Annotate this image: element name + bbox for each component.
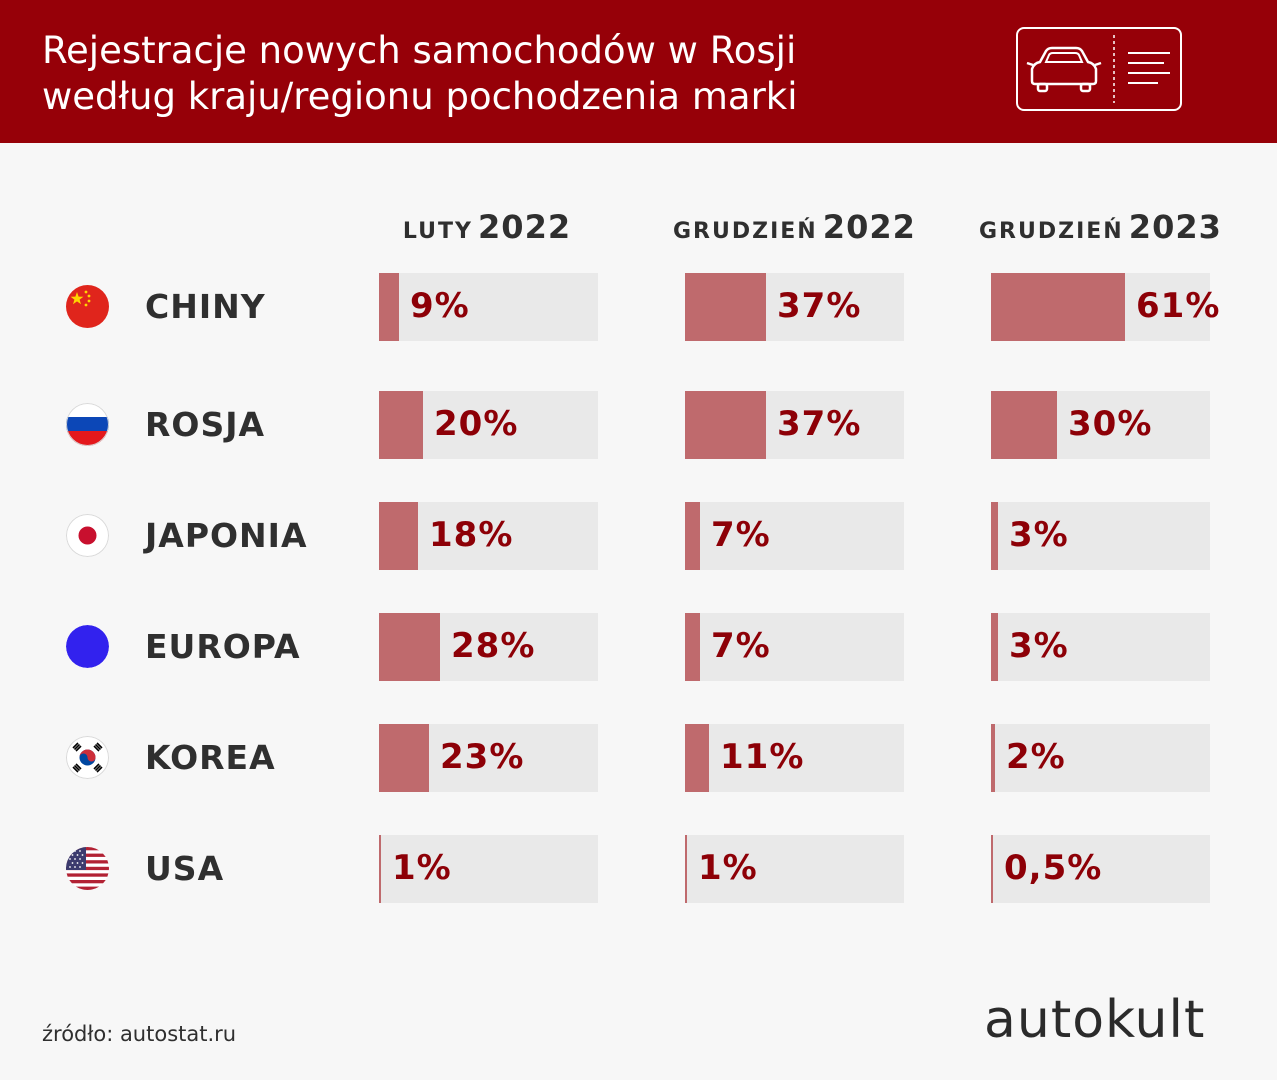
- column-year: 2023: [1128, 208, 1222, 246]
- bar-value-label: 11%: [720, 737, 805, 777]
- bar-fill: [379, 391, 423, 459]
- bar-fill: [379, 835, 381, 903]
- bar-cell: 1%: [685, 835, 904, 903]
- header-banner: Rejestracje nowych samochodów w Rosji we…: [0, 0, 1277, 143]
- europe-dot-icon: [66, 625, 109, 668]
- column-header-dec-2023: GRUDZIEŃ 2023: [979, 208, 1222, 246]
- bar-fill: [991, 724, 995, 792]
- column-month: GRUDZIEŃ: [673, 219, 818, 244]
- column-header-dec-2022: GRUDZIEŃ 2022: [673, 208, 916, 246]
- bar-fill: [991, 835, 993, 903]
- bar-fill: [991, 273, 1125, 341]
- bar-value-label: 28%: [451, 626, 536, 666]
- table-row-korea: KOREA 23% 11% 2%: [0, 724, 1277, 792]
- bar-cell: 30%: [991, 391, 1210, 459]
- page-title: Rejestracje nowych samochodów w Rosji we…: [42, 28, 942, 120]
- bar-value-label: 23%: [440, 737, 525, 777]
- table-row-usa: USA 1% 1% 0,5%: [0, 835, 1277, 903]
- country-label: CHINY: [145, 287, 266, 326]
- country-label: USA: [145, 849, 225, 888]
- bar-fill: [991, 502, 998, 570]
- bar-value-label: 30%: [1068, 404, 1153, 444]
- korea-flag-icon: [66, 736, 109, 779]
- bar-cell: 20%: [379, 391, 598, 459]
- column-header-feb-2022: LUTY 2022: [367, 208, 607, 246]
- bar-cell: 1%: [379, 835, 598, 903]
- bar-fill: [379, 502, 418, 570]
- column-month: LUTY: [402, 219, 473, 244]
- title-line-2: według kraju/regionu pochodzenia marki: [42, 75, 798, 118]
- country-label: EUROPA: [145, 627, 301, 666]
- column-year: 2022: [822, 208, 916, 246]
- table-row-rosja: ROSJA 20% 37% 30%: [0, 391, 1277, 459]
- bar-cell: 0,5%: [991, 835, 1210, 903]
- bar-cell: 9%: [379, 273, 598, 341]
- bar-value-label: 9%: [410, 286, 470, 326]
- bar-value-label: 20%: [434, 404, 519, 444]
- country-label: ROSJA: [145, 405, 266, 444]
- bar-value-label: 37%: [777, 286, 862, 326]
- bar-value-label: 2%: [1006, 737, 1066, 777]
- bar-value-label: 7%: [711, 626, 771, 666]
- bar-value-label: 61%: [1136, 286, 1221, 326]
- bar-cell: 37%: [685, 391, 904, 459]
- bar-fill: [685, 835, 687, 903]
- bar-value-label: 1%: [392, 848, 452, 888]
- japan-flag-icon: [66, 514, 109, 557]
- bar-fill: [685, 613, 700, 681]
- bar-cell: 7%: [685, 613, 904, 681]
- bar-fill: [379, 273, 399, 341]
- bar-fill: [685, 502, 700, 570]
- country-label: KOREA: [145, 738, 276, 777]
- bar-cell: 3%: [991, 502, 1210, 570]
- column-year: 2022: [478, 208, 572, 246]
- bar-fill: [685, 391, 766, 459]
- bar-fill: [379, 724, 429, 792]
- bar-fill: [991, 613, 998, 681]
- column-month: GRUDZIEŃ: [979, 219, 1124, 244]
- brand-logo: autokult: [984, 990, 1206, 1050]
- bar-value-label: 0,5%: [1004, 848, 1103, 888]
- bar-fill: [379, 613, 440, 681]
- title-line-1: Rejestracje nowych samochodów w Rosji: [42, 29, 797, 72]
- bar-value-label: 37%: [777, 404, 862, 444]
- bar-cell: 11%: [685, 724, 904, 792]
- bar-fill: [991, 391, 1057, 459]
- source-note: źródło: autostat.ru: [42, 1022, 237, 1046]
- bar-value-label: 1%: [698, 848, 758, 888]
- bar-fill: [685, 273, 766, 341]
- bar-value-label: 7%: [711, 515, 771, 555]
- bar-cell: 23%: [379, 724, 598, 792]
- bar-cell: 37%: [685, 273, 904, 341]
- bar-fill: [685, 724, 709, 792]
- car-ticket-icon: [1016, 27, 1182, 111]
- russia-flag-icon: [66, 403, 109, 446]
- bar-value-label: 3%: [1009, 626, 1069, 666]
- table-row-chiny: CHINY 9% 37% 61%: [0, 273, 1277, 341]
- bar-value-label: 3%: [1009, 515, 1069, 555]
- usa-flag-icon: [66, 847, 109, 890]
- bar-cell: 61%: [991, 273, 1219, 341]
- bar-cell: 28%: [379, 613, 598, 681]
- bar-value-label: 18%: [429, 515, 514, 555]
- bar-cell: 7%: [685, 502, 904, 570]
- bar-cell: 2%: [991, 724, 1210, 792]
- table-row-japonia: JAPONIA 18% 7% 3%: [0, 502, 1277, 570]
- china-flag-icon: [66, 285, 109, 328]
- table-row-europa: EUROPA 28% 7% 3%: [0, 613, 1277, 681]
- bar-cell: 3%: [991, 613, 1210, 681]
- country-label: JAPONIA: [145, 516, 308, 555]
- bar-cell: 18%: [379, 502, 598, 570]
